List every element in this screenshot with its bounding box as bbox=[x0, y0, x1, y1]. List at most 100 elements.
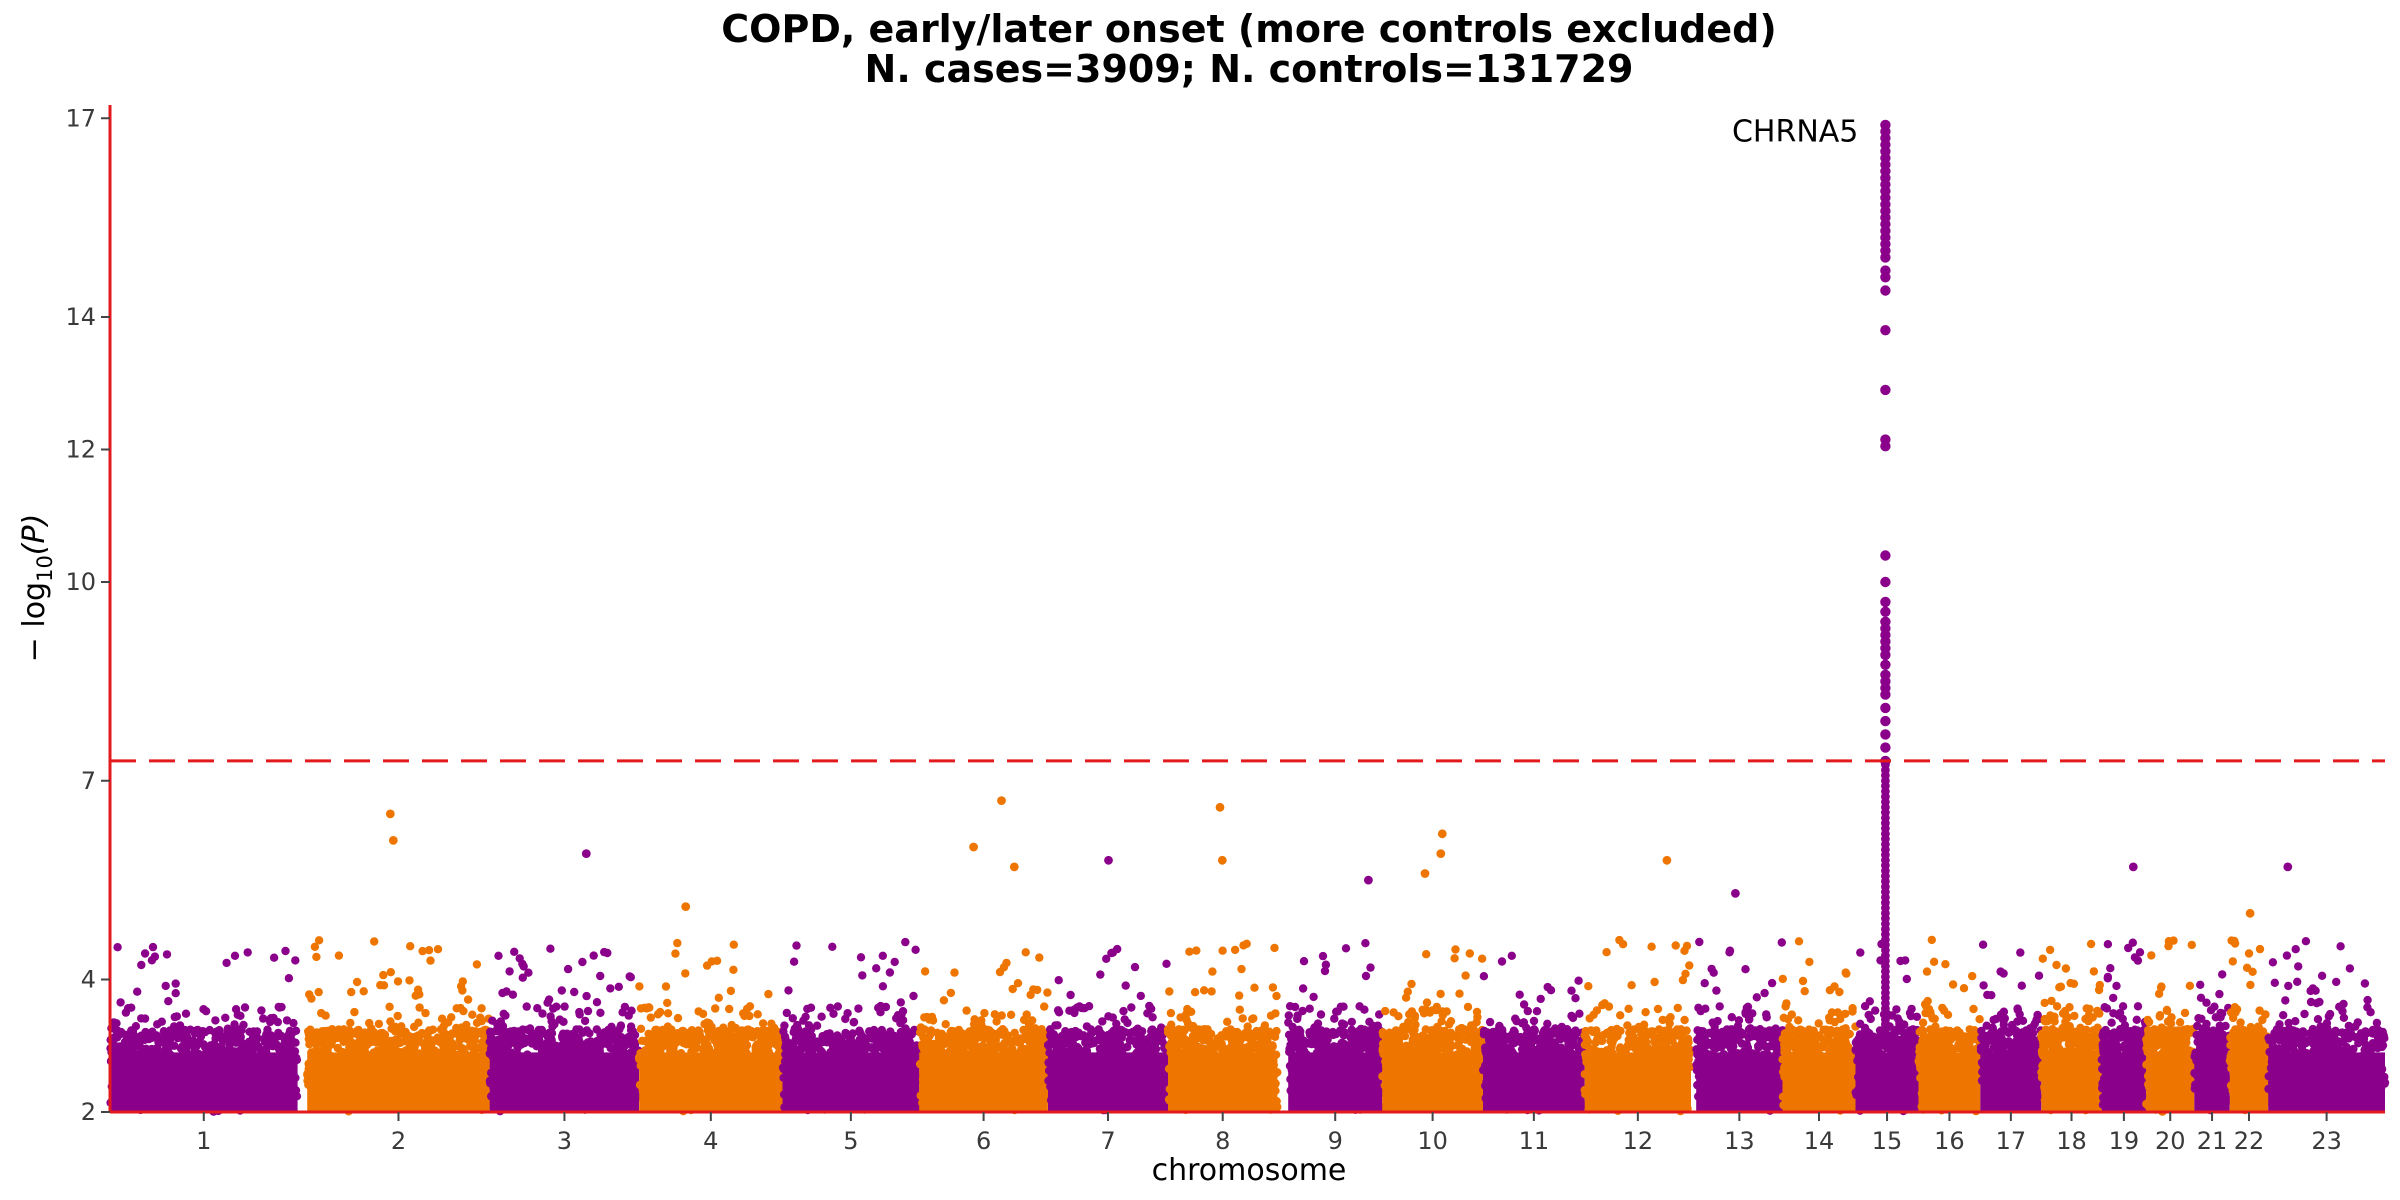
snp-point bbox=[1238, 1014, 1247, 1023]
chart-subtitle: N. cases=3909; N. controls=131729 bbox=[865, 47, 1634, 91]
snp-point bbox=[171, 979, 180, 988]
snp-point bbox=[279, 1045, 288, 1055]
snp-point bbox=[447, 1013, 456, 1022]
snp-point bbox=[1461, 1035, 1471, 1044]
snp-point bbox=[1204, 1031, 1214, 1040]
snp-point bbox=[1033, 985, 1042, 995]
snp-point bbox=[644, 1042, 653, 1052]
snp-point bbox=[1429, 1037, 1438, 1047]
snp-point bbox=[803, 1042, 812, 1051]
snp-point bbox=[592, 1025, 601, 1034]
snp-point bbox=[409, 1022, 419, 1032]
snp-point bbox=[919, 1033, 928, 1042]
snp-point bbox=[350, 1007, 359, 1017]
snp-point bbox=[391, 1022, 400, 1031]
snp-point bbox=[881, 1042, 891, 1052]
snp-point bbox=[1242, 939, 1251, 948]
snp-point bbox=[305, 1040, 314, 1049]
snp-point bbox=[829, 1035, 838, 1044]
snp-point bbox=[222, 958, 231, 968]
snp-point bbox=[424, 946, 434, 955]
snp-point bbox=[518, 1035, 527, 1044]
snp-point bbox=[628, 1041, 638, 1051]
snp-point bbox=[604, 1039, 613, 1049]
snp-point bbox=[1155, 1027, 1164, 1036]
snp-point bbox=[1248, 1032, 1257, 1042]
snp-point bbox=[1237, 964, 1246, 974]
snp-point bbox=[494, 951, 503, 960]
snp-point bbox=[645, 1003, 654, 1012]
snp-point bbox=[1339, 1020, 1349, 1029]
snp-point bbox=[162, 950, 172, 959]
snp-point bbox=[1341, 944, 1351, 953]
snp-point bbox=[121, 1008, 131, 1017]
snp-point bbox=[855, 1035, 864, 1044]
snp-point bbox=[492, 1039, 501, 1049]
snp-point bbox=[508, 990, 518, 999]
snp-point bbox=[1084, 1002, 1094, 1011]
snp-point bbox=[764, 989, 773, 999]
snp-point bbox=[427, 1040, 436, 1049]
snp-point bbox=[498, 1030, 507, 1040]
snp-point bbox=[499, 1009, 508, 1018]
snp-point bbox=[159, 1027, 169, 1036]
snp-point bbox=[1365, 1017, 1374, 1026]
snp-point bbox=[260, 1037, 270, 1047]
snp-point bbox=[671, 949, 680, 958]
snp-point bbox=[289, 1018, 298, 1028]
snp-point bbox=[1234, 1029, 1244, 1039]
snp-point bbox=[1285, 1044, 1294, 1054]
snp-point bbox=[144, 1045, 153, 1055]
snp-point bbox=[463, 995, 473, 1004]
snp-point bbox=[1116, 1025, 1126, 1035]
snp-point bbox=[524, 968, 533, 977]
snp-point bbox=[625, 972, 634, 981]
snp-point bbox=[589, 951, 598, 960]
snp-point bbox=[1085, 1037, 1094, 1046]
snp-point bbox=[574, 1034, 583, 1043]
snp-point bbox=[711, 1035, 721, 1045]
snp-point bbox=[1019, 1015, 1029, 1025]
snp-point bbox=[829, 1009, 838, 1018]
snp-point bbox=[231, 1005, 241, 1014]
snp-point bbox=[1284, 1030, 1294, 1040]
snp-point bbox=[128, 1045, 138, 1054]
snp-point bbox=[720, 1037, 729, 1047]
snp-point bbox=[460, 1033, 469, 1043]
snp-point bbox=[305, 990, 314, 999]
snp-point bbox=[1366, 1030, 1375, 1040]
snp-point bbox=[1432, 1006, 1441, 1015]
snp-point bbox=[939, 996, 949, 1005]
snp-point bbox=[592, 998, 602, 1007]
snp-point bbox=[150, 952, 160, 961]
snp-point bbox=[206, 1041, 215, 1050]
snp-point bbox=[321, 1045, 330, 1054]
snp-point bbox=[1138, 1027, 1147, 1036]
snp-point bbox=[1006, 1010, 1016, 1019]
snp-point bbox=[856, 953, 866, 962]
snp-point bbox=[967, 1036, 976, 1045]
snp-point bbox=[1473, 1012, 1482, 1022]
snp-point bbox=[201, 1007, 211, 1016]
snp-point bbox=[1393, 1028, 1402, 1037]
snp-point bbox=[437, 1014, 447, 1023]
chromosome-5-density bbox=[782, 1052, 920, 1112]
snp-point bbox=[1043, 988, 1052, 997]
snp-point bbox=[1403, 987, 1413, 996]
snp-point bbox=[1259, 1029, 1268, 1038]
snp-point bbox=[1394, 1035, 1404, 1044]
snp-point bbox=[1167, 1020, 1176, 1029]
snp-point bbox=[277, 1002, 286, 1012]
snp-point bbox=[1061, 1027, 1070, 1037]
snp-point bbox=[1422, 998, 1432, 1007]
snp-point bbox=[230, 951, 240, 960]
snp-point bbox=[878, 982, 888, 991]
snp-point bbox=[968, 1026, 977, 1035]
chromosome-9-points bbox=[1284, 939, 1387, 1115]
snp-point bbox=[996, 1027, 1005, 1036]
snp-point bbox=[1284, 1011, 1294, 1020]
snp-point bbox=[1305, 1004, 1314, 1013]
snp-point bbox=[1310, 1023, 1319, 1032]
snp-point bbox=[1136, 991, 1146, 1001]
snp-point bbox=[1054, 976, 1063, 985]
